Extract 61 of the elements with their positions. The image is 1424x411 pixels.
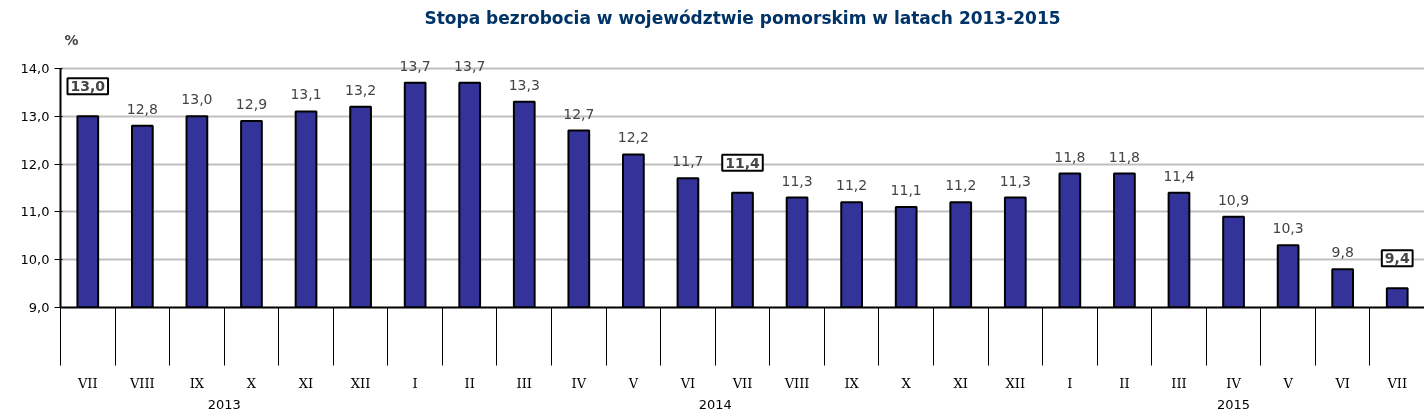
x-tick-label: I — [1067, 375, 1073, 391]
x-tick-label: VI — [679, 375, 696, 391]
x-tick-label: VIII — [128, 375, 155, 391]
y-tick-label: 13,0 — [20, 108, 50, 124]
x-tick-label: VII — [1386, 375, 1408, 391]
x-tick-label: IX — [844, 375, 860, 391]
x-tick-label: I — [412, 375, 418, 391]
data-label: 11,2 — [945, 177, 977, 194]
x-tick-label: II — [464, 375, 475, 391]
x-tick-label: XI — [298, 375, 314, 391]
data-label: 12,7 — [563, 105, 595, 122]
data-label: 9,4 — [1384, 250, 1410, 267]
x-tick-label: IV — [1226, 375, 1242, 391]
data-label: 13,7 — [399, 57, 431, 74]
data-label: 13,0 — [181, 91, 213, 108]
data-label: 11,3 — [781, 172, 813, 189]
x-tick-label: V — [627, 375, 639, 391]
x-tick-label: II — [1119, 375, 1130, 391]
x-tick-label: VII — [731, 375, 753, 391]
data-label: 11,7 — [672, 153, 704, 170]
data-label: 11,8 — [1108, 148, 1141, 165]
data-label: 13,2 — [344, 81, 377, 98]
chart-title: Stopa bezrobocia w województwie pomorskim w latach 2013-2015 — [424, 7, 1061, 28]
x-tick-label: VI — [1334, 375, 1350, 391]
data-label: 12,2 — [617, 129, 649, 146]
y-tick-label: 10,0 — [20, 252, 50, 268]
x-tick-label: III — [1171, 375, 1187, 391]
data-label: 11,2 — [836, 177, 868, 194]
data-label: 13,0 — [70, 78, 106, 95]
data-label: 9,8 — [1331, 244, 1354, 261]
data-label: 10,3 — [1272, 220, 1304, 237]
x-tick-label: IX — [189, 375, 205, 391]
text: 2015 — [1217, 396, 1251, 411]
data-label: 13,3 — [508, 76, 540, 93]
x-tick-label: XII — [350, 375, 371, 391]
y-tick-label: 9,0 — [28, 300, 50, 315]
y-axis-title: % — [64, 32, 79, 49]
text: 2014 — [698, 396, 732, 411]
x-tick-label: VII — [76, 375, 98, 391]
data-label: 11,4 — [725, 154, 761, 171]
data-label: 12,9 — [235, 95, 268, 112]
data-label: 11,8 — [1054, 148, 1086, 165]
y-tick-label: 11,0 — [20, 204, 50, 220]
data-label: 11,4 — [1163, 167, 1195, 184]
data-label: 12,8 — [126, 100, 158, 117]
x-tick-label: III — [516, 375, 532, 391]
data-label: 13,7 — [454, 57, 486, 74]
x-tick-label: XII — [1005, 375, 1026, 391]
x-tick-label: XI — [953, 375, 968, 391]
text: 2013 — [207, 396, 241, 411]
x-tick-label: IV — [571, 375, 587, 391]
x-tick-label: V — [1282, 375, 1294, 391]
data-label: 11,1 — [890, 182, 922, 199]
data-label: 11,3 — [999, 172, 1031, 189]
x-tick-label: X — [246, 375, 257, 391]
x-tick-label: X — [901, 375, 912, 391]
y-tick-label: 14,0 — [20, 60, 50, 76]
x-tick-label: VIII — [783, 375, 810, 391]
y-tick-label: 12,0 — [20, 156, 50, 172]
data-label: 10,9 — [1217, 191, 1250, 208]
data-label: 13,1 — [290, 86, 322, 103]
